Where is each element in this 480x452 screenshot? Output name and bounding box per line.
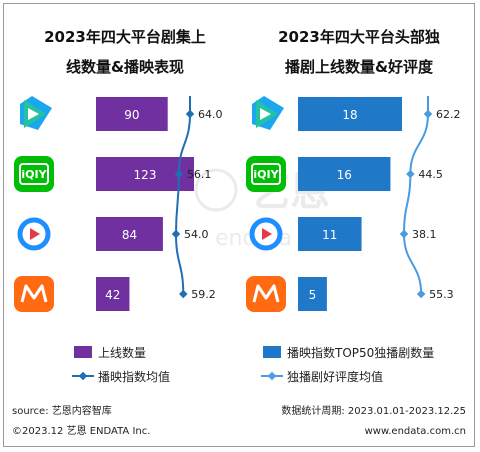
bar-value-label: 18 [342,108,357,122]
play-icon [28,108,39,120]
bar-value-label: 5 [309,288,317,302]
line-point-label: 62.2 [436,108,461,121]
legend-swatch-bar [74,346,92,358]
series-line [174,95,192,295]
play-icon [30,228,40,240]
footer-period: 数据统计周期: 2023.01.01-2023.12.25 [281,404,466,417]
footer-url: www.endata.com.cn [365,426,466,437]
line-point [179,289,188,299]
play-icon [262,228,272,240]
line-point-label: 59.2 [191,288,216,301]
bar-value-label: 42 [105,288,120,302]
bar-value-label: 16 [337,168,352,182]
mango-logo-mark [20,284,48,303]
footer-source: source: 艺恩内容智库 [12,404,112,417]
platform-logo-mango [246,276,286,312]
chart-frame [3,3,475,447]
mango-logo-tile [14,276,54,312]
line-point [406,169,415,179]
bar-芒果TV [298,277,327,311]
bar-value-label: 123 [134,168,157,182]
iqiyi-logo-text: iQIY [253,168,279,181]
right-platform-logos: iQIY [246,96,286,312]
platform-logo-youku [249,217,283,251]
bar-value-label: 84 [122,228,137,242]
mango-logo-tile [246,276,286,312]
line-point-label: 56.1 [187,168,212,181]
bar-腾讯视频 [298,97,402,131]
bar-优酷 [96,217,163,251]
line-point-label: 54.0 [184,228,209,241]
left-platform-logos: iQIY [14,96,54,312]
bar-value-label: 90 [124,108,139,122]
legend-label-line: 独播剧好评度均值 [287,369,383,384]
platform-logo-tencent [252,96,284,130]
bar-爱奇艺 [298,157,391,191]
line-point [185,109,195,119]
platform-logo-iqiyi: iQIY [14,156,54,192]
line-point-label: 44.5 [418,168,443,181]
legend-label-bar: 上线数量 [98,345,146,360]
left-plot: 90 123 84 42 64.0 56.1 54.0 59.2 [96,95,223,311]
left-chart-title-line-1: 2023年四大平台剧集上 [44,28,206,46]
legend-label-line: 播映指数均值 [98,369,170,384]
line-point [171,229,181,239]
platform-logo-iqiyi: iQIY [246,156,286,192]
bar-腾讯视频 [96,97,168,131]
mango-logo-mark [252,284,280,303]
platform-logo-tencent [20,96,52,130]
platform-logo-youku [17,217,51,251]
line-point [423,109,433,119]
line-point-label: 55.3 [429,288,454,301]
iqiyi-logo-frame [251,163,281,185]
line-point [399,229,409,239]
line-point [174,169,184,179]
right-chart-title-line-2: 播剧上线数量&好评度 [285,58,434,76]
left-legend: 上线数量 播映指数均值 [72,345,170,384]
left-chart-title-line-2: 线数量&播映表现 [66,58,184,76]
line-point-label: 64.0 [198,108,223,121]
right-plot: 18 16 11 5 62.2 44.5 38.1 55.3 [298,96,461,311]
legend-swatch-marker [267,371,277,381]
legend-swatch-bar [263,346,281,358]
play-icon [260,108,271,120]
bar-芒果TV [96,277,130,311]
series-line [402,96,429,295]
legend-label-bar: 播映指数TOP50独播剧数量 [287,345,434,360]
right-legend: 播映指数TOP50独播剧数量 独播剧好评度均值 [261,345,434,384]
platform-logo-mango [14,276,54,312]
line-point [416,289,426,299]
bar-value-label: 11 [322,228,337,242]
line-point-label: 38.1 [412,228,437,241]
iqiyi-logo-text: iQIY [21,168,47,181]
bar-优酷 [298,217,362,251]
iqiyi-logo-frame [19,163,49,185]
legend-swatch-marker [78,371,88,381]
right-chart-title-line-1: 2023年四大平台头部独 [278,28,440,46]
footer-copyright: ©2023.12 艺恩 ENDATA Inc. [12,425,150,437]
